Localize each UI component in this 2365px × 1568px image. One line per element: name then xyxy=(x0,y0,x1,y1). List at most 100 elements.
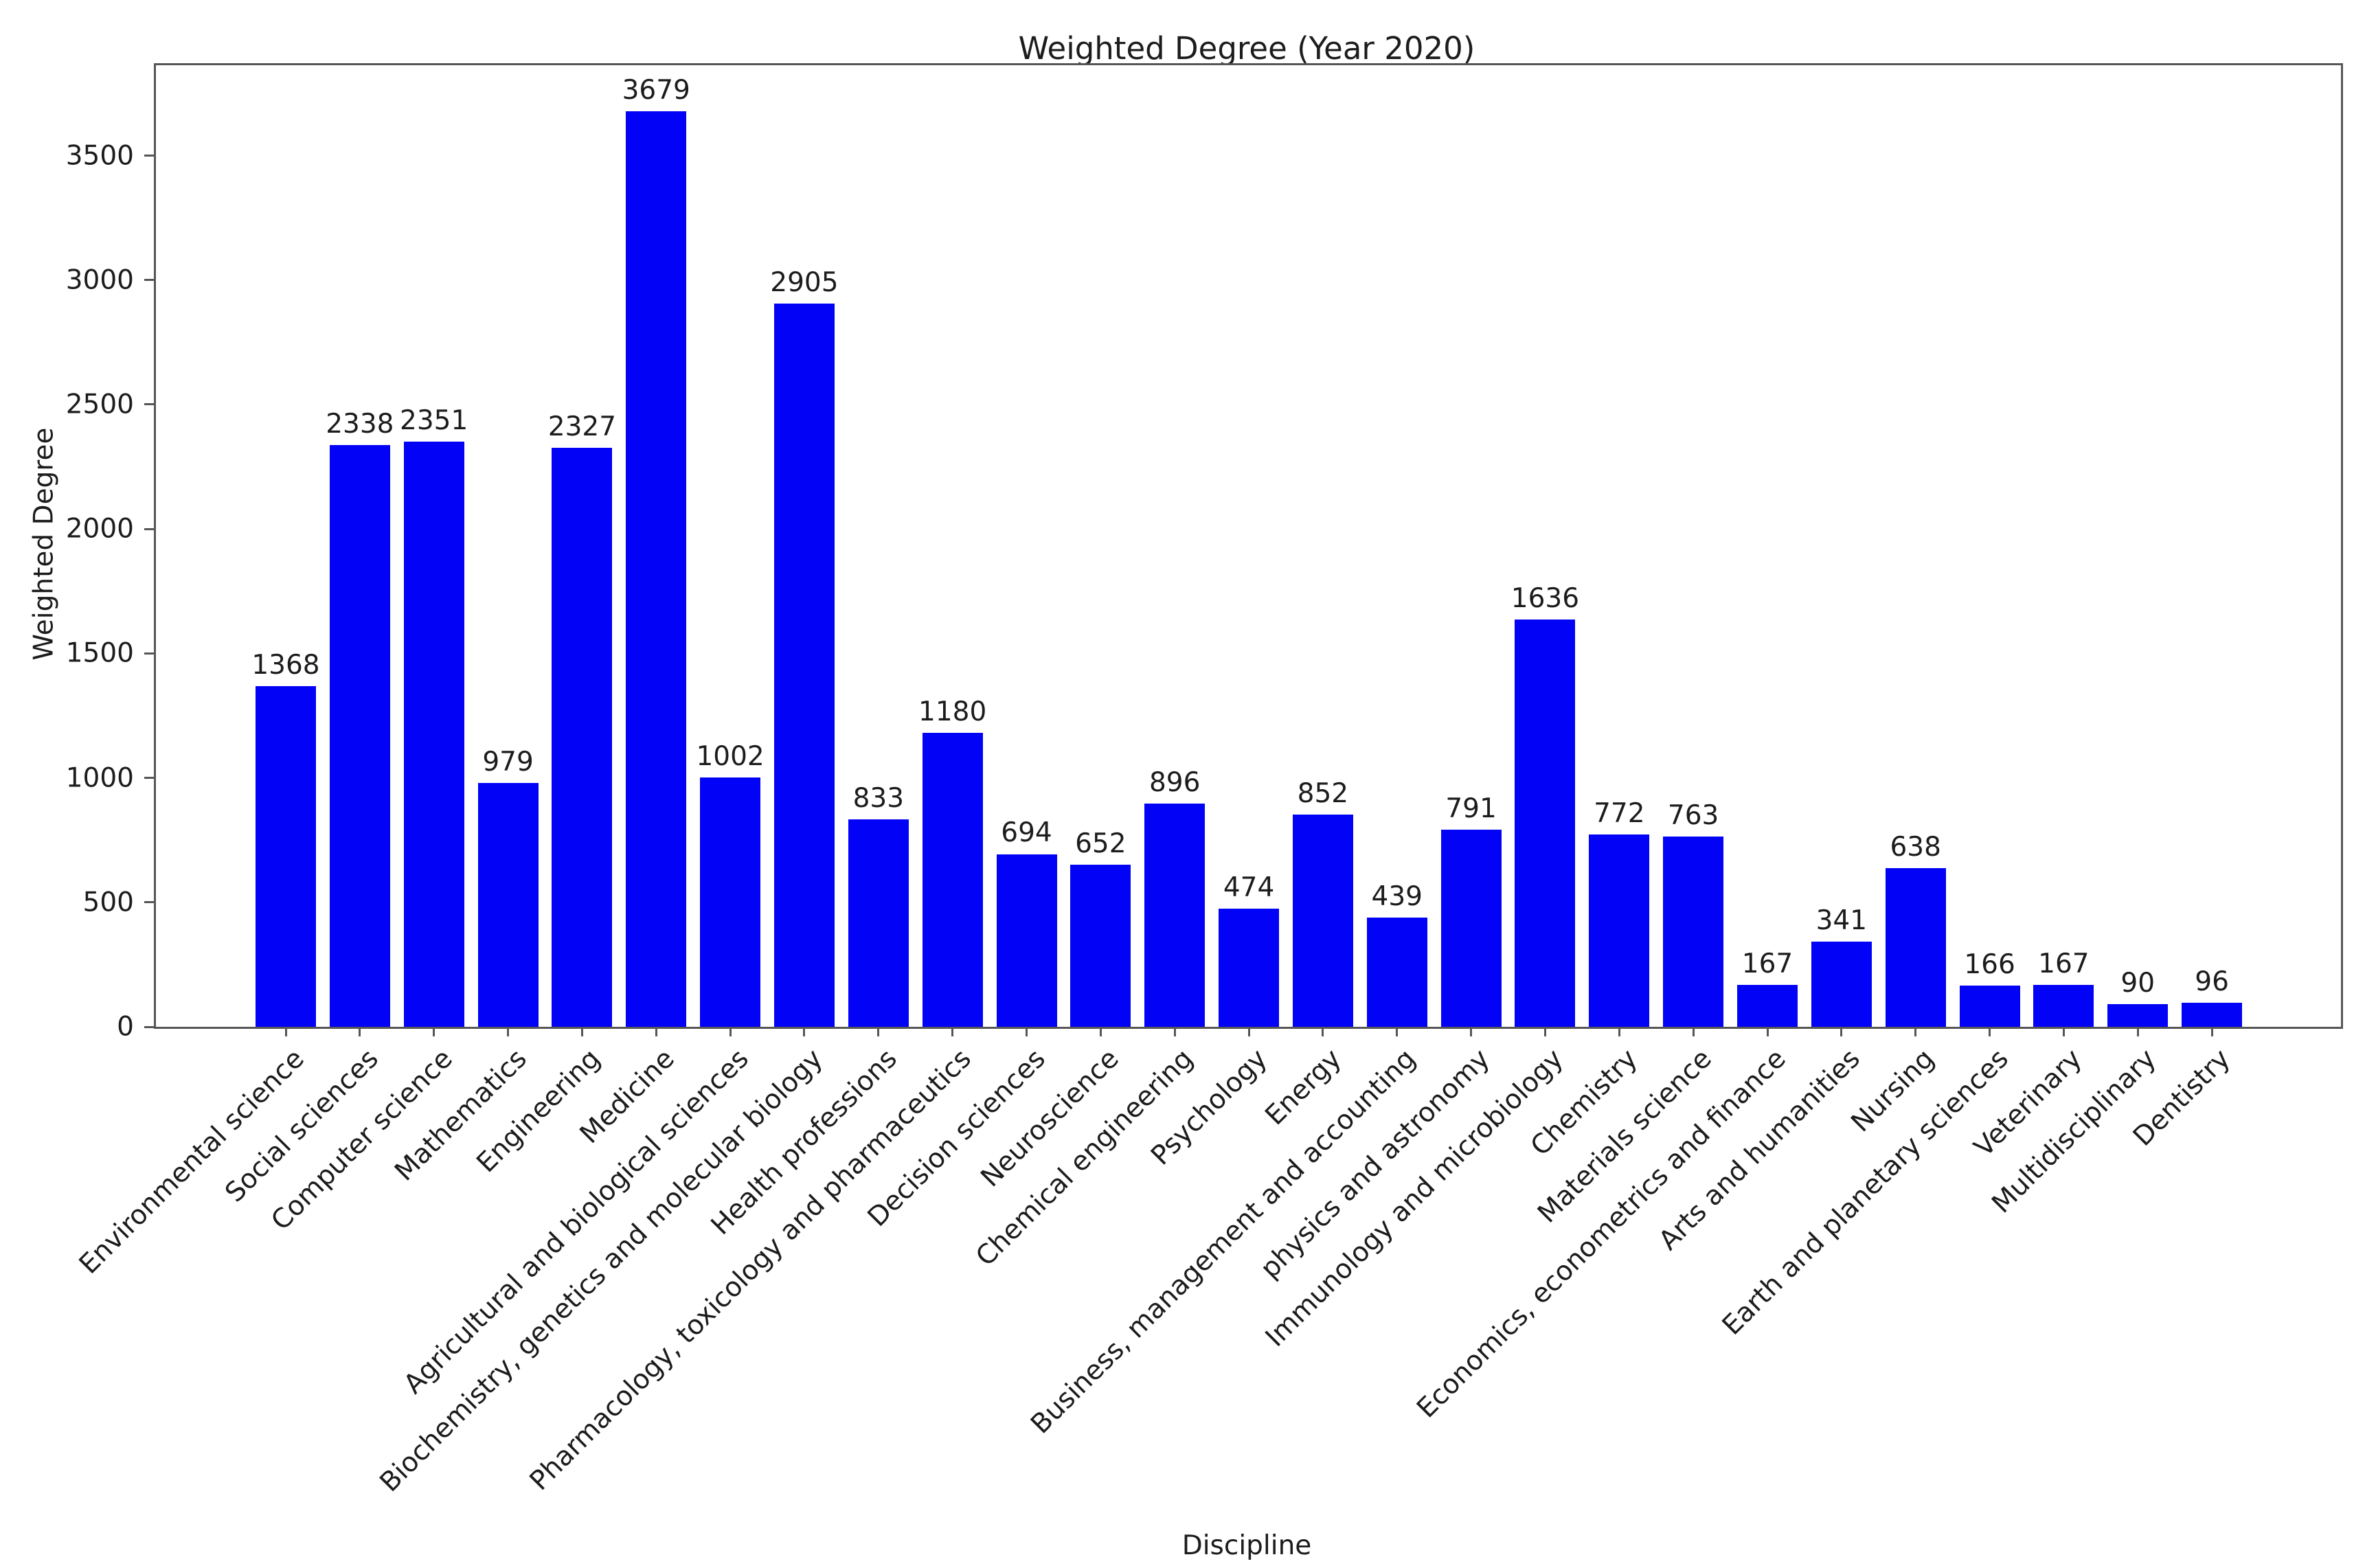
bar-value-label: 833 xyxy=(852,783,905,815)
y-tick-label: 500 xyxy=(82,887,134,918)
x-axis-tick xyxy=(433,1027,435,1036)
x-tick-label: Agricultural and biological sciences xyxy=(398,1043,755,1400)
x-axis-tick xyxy=(729,1027,732,1036)
bar-health-professions xyxy=(848,819,909,1027)
y-tick-label: 2500 xyxy=(65,389,134,420)
bar-value-label: 1636 xyxy=(1510,583,1580,615)
x-axis-tick xyxy=(1543,1027,1546,1036)
x-axis-tick xyxy=(1470,1027,1473,1036)
y-axis-tick xyxy=(144,403,154,406)
x-tick-label: Mathematics xyxy=(388,1043,533,1188)
bar-value-label: 166 xyxy=(1964,948,2015,980)
bar-value-label: 763 xyxy=(1667,800,1719,832)
x-axis-tick xyxy=(1396,1027,1399,1036)
chart-title: Weighted Degree (Year 2020) xyxy=(1018,30,1475,67)
bar-value-label: 791 xyxy=(1445,793,1497,825)
bar-value-label: 90 xyxy=(2120,968,2155,999)
bar-economics-econometrics-and-finance xyxy=(1737,985,1798,1027)
bar-earth-and-planetary-sciences xyxy=(1959,985,2020,1027)
bar-energy xyxy=(1292,815,1353,1027)
x-axis-tick xyxy=(1766,1027,1769,1036)
bar-value-label: 2327 xyxy=(547,411,617,442)
bar-value-label: 439 xyxy=(1371,880,1423,912)
bar-dentistry xyxy=(2182,1003,2243,1027)
bar-value-label: 474 xyxy=(1223,872,1275,904)
x-axis-tick xyxy=(1692,1027,1695,1036)
y-axis-tick xyxy=(144,901,154,904)
x-axis-tick xyxy=(1840,1027,1843,1036)
y-tick-label: 3000 xyxy=(65,264,134,296)
bar-medicine xyxy=(626,111,687,1027)
x-axis-tick xyxy=(1322,1027,1324,1036)
bar-value-label: 772 xyxy=(1594,798,1645,830)
bar-value-label: 167 xyxy=(1741,948,1793,980)
y-axis-tick xyxy=(144,155,154,157)
x-axis-tick xyxy=(1099,1027,1102,1036)
y-tick-label: 1000 xyxy=(65,762,134,794)
bar-value-label: 1368 xyxy=(251,650,320,681)
x-axis-tick xyxy=(2062,1027,2065,1036)
x-axis-tick xyxy=(877,1027,880,1036)
bar-engineering xyxy=(552,447,613,1027)
x-axis-tick xyxy=(1618,1027,1620,1036)
x-axis-tick xyxy=(284,1027,287,1036)
x-axis-tick xyxy=(359,1027,361,1036)
x-axis-tick xyxy=(1989,1027,1991,1036)
bar-value-label: 2351 xyxy=(400,405,468,436)
bar-value-label: 341 xyxy=(1815,905,1868,937)
bar-value-label: 638 xyxy=(1890,831,1941,863)
bar-value-label: 694 xyxy=(1001,817,1052,849)
bar-decision-sciences xyxy=(996,854,1057,1027)
bar-environmental-science xyxy=(256,686,316,1027)
bar-value-label: 96 xyxy=(2195,966,2229,998)
bar-value-label: 2905 xyxy=(770,267,839,299)
y-axis-label: Weighted Degree xyxy=(28,427,60,661)
x-axis-tick xyxy=(1914,1027,1917,1036)
y-axis-tick xyxy=(144,279,154,282)
bar-agricultural-and-biological-sciences xyxy=(700,777,761,1027)
y-axis-tick xyxy=(144,777,154,780)
y-tick-label: 3500 xyxy=(65,140,134,172)
bar-mathematics xyxy=(477,783,539,1027)
y-axis-tick xyxy=(144,527,154,530)
bar-psychology xyxy=(1219,909,1280,1027)
bar-arts-and-humanities xyxy=(1811,942,1872,1027)
bar-neuroscience xyxy=(1070,864,1131,1027)
bar-value-label: 652 xyxy=(1075,828,1127,859)
x-axis-tick xyxy=(655,1027,657,1036)
x-axis-tick xyxy=(507,1027,510,1036)
bar-value-label: 167 xyxy=(2038,948,2090,980)
bar-materials-science xyxy=(1663,837,1724,1027)
x-axis-tick xyxy=(2210,1027,2213,1036)
bar-value-label: 979 xyxy=(482,747,534,778)
bar-business-management-and-accounting xyxy=(1366,917,1427,1027)
y-tick-label: 1500 xyxy=(65,637,134,669)
bar-computer-science xyxy=(403,441,464,1027)
bar-value-label: 1180 xyxy=(918,696,987,728)
y-tick-label: 0 xyxy=(117,1011,134,1043)
bar-veterinary xyxy=(2033,985,2094,1027)
bar-chemistry xyxy=(1589,834,1650,1027)
bar-value-label: 2338 xyxy=(326,408,394,440)
bar-biochemistry-genetics-and-molecular-biology xyxy=(773,304,835,1027)
x-axis-tick xyxy=(1173,1027,1176,1036)
x-axis-tick xyxy=(1247,1027,1250,1036)
bar-value-label: 3679 xyxy=(622,74,690,106)
plot-area: 0 500 1000 1500 2000 2500 3000 3500 1368 Environm… xyxy=(66,63,2343,1498)
x-axis-tick xyxy=(951,1027,954,1036)
bar-immunology-and-microbiology xyxy=(1515,620,1576,1027)
bar-value-label: 852 xyxy=(1297,778,1349,810)
x-axis-label: Discipline xyxy=(1181,1530,1312,1561)
bar-chemical-engineering xyxy=(1144,804,1206,1027)
bar-nursing xyxy=(1885,867,1946,1027)
x-axis-tick xyxy=(803,1027,806,1036)
x-axis-tick xyxy=(580,1027,583,1036)
bar-multidisciplinary xyxy=(2107,1004,2169,1027)
x-axis-tick xyxy=(2136,1027,2139,1036)
bar-value-label: 896 xyxy=(1148,767,1201,799)
y-tick-label: 2000 xyxy=(65,513,134,545)
bar-value-label: 1002 xyxy=(696,740,765,772)
bar-pharmacology-toxicology-and-pharmaceutics xyxy=(922,733,983,1027)
y-axis-tick xyxy=(144,652,154,655)
